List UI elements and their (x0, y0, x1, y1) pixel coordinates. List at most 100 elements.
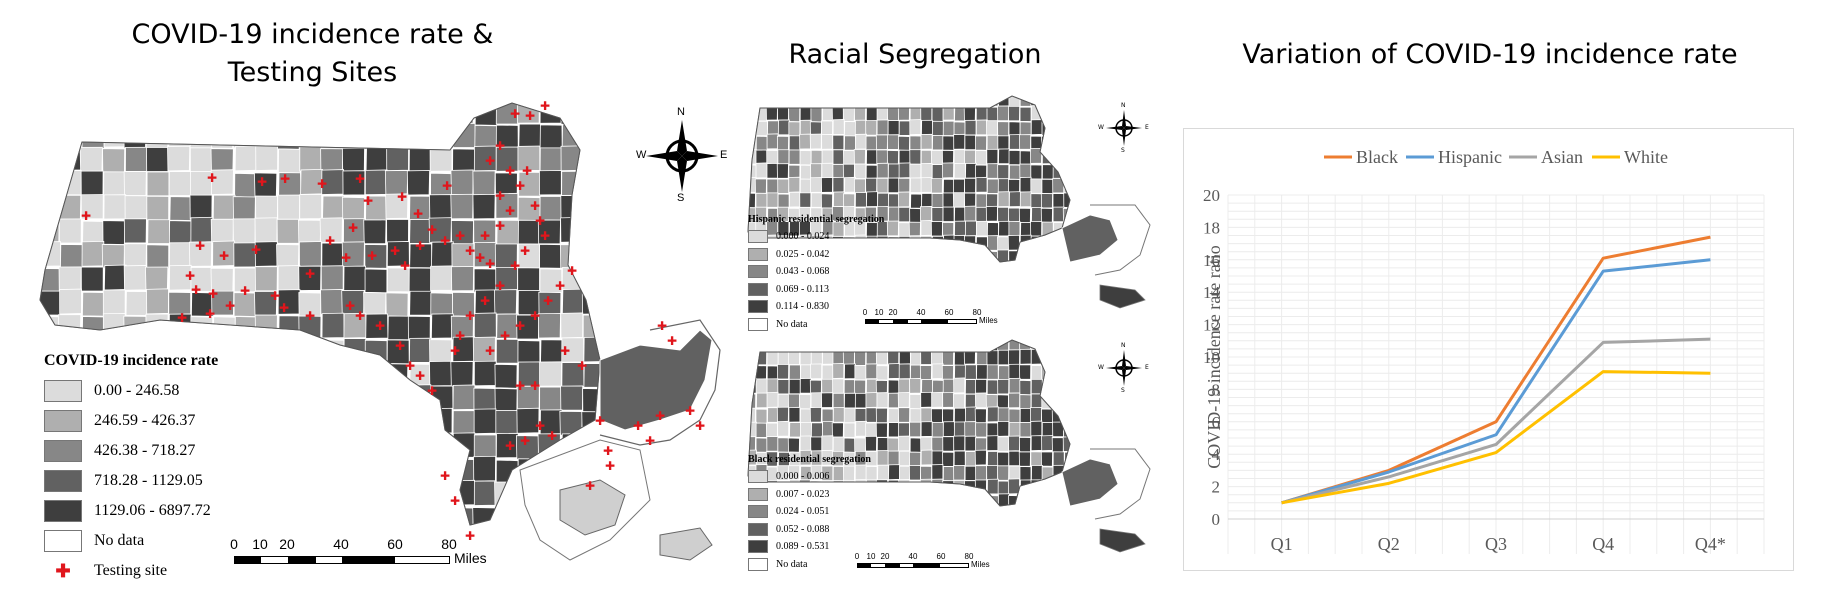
municipality-polygon (1052, 363, 1065, 380)
municipality-polygon (910, 193, 923, 209)
municipality-polygon (799, 394, 812, 410)
incidence-map-title-line1: COVID-19 incidence rate & (131, 19, 494, 50)
testing-site-marker: ✚ (450, 494, 460, 508)
municipality-polygon (1030, 407, 1043, 423)
legend-row: 0.043 - 0.068 (748, 263, 884, 281)
municipality-polygon (494, 363, 518, 389)
legend-swatch (748, 522, 768, 536)
municipality-polygon (407, 124, 431, 150)
testing-site-marker: ✚ (500, 329, 510, 343)
municipality-polygon (123, 243, 147, 269)
municipality-polygon (40, 195, 62, 221)
municipality-polygon (103, 171, 127, 197)
municipality-polygon (843, 422, 856, 438)
municipality-polygon (920, 149, 933, 166)
municipality-polygon (953, 377, 966, 394)
municipality-polygon (964, 465, 977, 481)
municipality-polygon (1030, 147, 1043, 164)
municipality-polygon (386, 482, 409, 508)
testing-site-marker: ✚ (530, 199, 540, 213)
municipality-polygon (986, 340, 999, 352)
municipality-polygon (942, 250, 955, 262)
municipality-polygon (473, 387, 497, 413)
municipality-polygon (799, 133, 812, 150)
municipality-polygon (997, 164, 1010, 180)
municipality-polygon (920, 407, 933, 423)
municipality-polygon (997, 191, 1010, 208)
y-tick-label: 12 (1203, 316, 1220, 335)
testing-site-marker: ✚ (522, 164, 532, 178)
municipality-polygon (898, 120, 911, 136)
municipality-polygon (472, 507, 496, 525)
legend-label: 0.024 - 0.051 (776, 506, 830, 518)
municipality-polygon (430, 265, 453, 291)
municipality-polygon (810, 149, 823, 166)
scale-unit-label: Miles (454, 550, 487, 566)
municipality-polygon (473, 268, 497, 293)
scale-tick-label: 10 (866, 552, 876, 561)
municipality-polygon (256, 340, 279, 365)
legend-swatch (748, 230, 768, 244)
testing-site-marker: ✚ (405, 359, 415, 373)
testing-site-marker: ✚ (567, 264, 577, 278)
municipality-polygon (810, 163, 823, 179)
testing-site-marker: ✚ (390, 244, 400, 258)
municipality-polygon (212, 316, 236, 342)
municipality-polygon (767, 340, 780, 352)
y-tick-label: 20 (1203, 186, 1220, 205)
municipality-polygon (788, 106, 801, 123)
testing-site-marker: ✚ (515, 179, 525, 193)
compass-north-label: N (1121, 102, 1126, 109)
municipality-polygon (1063, 192, 1070, 208)
legend-row: 0.089 - 0.531 (748, 538, 871, 556)
municipality-polygon (876, 437, 889, 453)
testing-site-marker: ✚ (205, 307, 215, 321)
municipality-polygon (777, 104, 790, 121)
legend-swatch (748, 540, 768, 554)
municipality-polygon (953, 133, 966, 150)
municipality-polygon (875, 422, 888, 438)
legend-label: 0.007 - 0.023 (776, 488, 830, 500)
municipality-polygon (776, 406, 789, 423)
municipality-polygon (1008, 495, 1021, 506)
municipality-polygon (832, 378, 845, 394)
municipality-polygon (473, 480, 497, 506)
municipality-polygon (986, 96, 999, 107)
municipality-polygon (853, 178, 866, 194)
testing-site-marker: ✚ (440, 469, 450, 483)
compass-west-label: W (1098, 124, 1104, 131)
municipality-polygon (147, 219, 171, 244)
municipality-polygon (342, 147, 365, 173)
municipality-polygon (561, 124, 585, 149)
municipality-polygon (963, 348, 976, 365)
testing-site-marker: ✚ (257, 175, 267, 189)
municipality-polygon (964, 205, 977, 222)
municipality-polygon (964, 192, 977, 208)
municipality-polygon (865, 392, 878, 408)
municipality-polygon (897, 422, 910, 438)
municipality-polygon (1052, 96, 1065, 108)
municipality-polygon (494, 387, 518, 413)
municipality-polygon (976, 493, 989, 506)
municipality-polygon (1040, 478, 1053, 495)
municipality-polygon (1008, 121, 1021, 137)
municipality-polygon (931, 464, 944, 480)
testing-site-marker: ✚ (270, 289, 280, 303)
testing-site-marker: ✚ (325, 234, 335, 248)
legend-row-testing: ✚ Testing site (44, 556, 218, 586)
municipality-polygon (1063, 120, 1070, 136)
x-tick-label: Q4* (1695, 534, 1726, 554)
legend-label: No data (776, 558, 808, 570)
municipality-polygon (843, 96, 856, 107)
municipality-polygon (409, 458, 433, 484)
testing-site-marker: ✚ (208, 287, 218, 301)
testing-site-marker: ✚ (695, 419, 705, 433)
municipality-polygon (920, 133, 933, 150)
municipality-polygon (932, 135, 945, 151)
municipality-polygon (964, 421, 977, 437)
municipality-polygon (832, 363, 845, 379)
municipality-polygon (777, 437, 790, 453)
x-tick-label: Q4 (1592, 534, 1614, 554)
municipality-polygon (81, 103, 105, 125)
municipality-polygon (920, 494, 933, 506)
